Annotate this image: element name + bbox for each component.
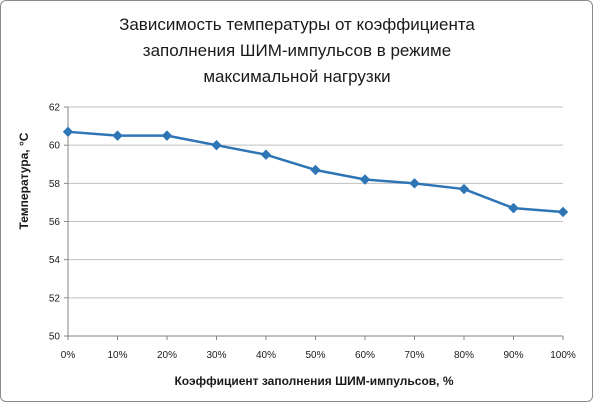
axes <box>64 106 564 340</box>
gridlines <box>68 106 563 299</box>
data-point-marker <box>458 183 470 195</box>
data-point-marker <box>409 178 420 189</box>
x-tick-label: 100% <box>550 350 576 361</box>
chart-title: Зависимость температуры от коэффициента … <box>119 15 475 86</box>
y-tick-label: 62 <box>49 103 61 114</box>
y-tick-label: 54 <box>49 255 61 266</box>
x-tick-label: 20% <box>157 350 177 361</box>
x-axis-title: Коэффициент заполнения ШИМ-импульсов, % <box>174 374 453 388</box>
x-tick-label: 50% <box>305 350 325 361</box>
x-tick-labels: 0% 10% 20% 30% 40% 50% 60% 70% 80% 90% 100% <box>61 350 576 361</box>
y-tick-label: 60 <box>49 141 61 152</box>
x-tick-label: 60% <box>355 350 375 361</box>
chart-title-line-3: максимальной нагрузки <box>203 67 390 86</box>
y-tick-label: 58 <box>49 179 61 190</box>
chart-title-line-2: заполнения ШИМ-импульсов в режиме <box>143 41 451 60</box>
series-group <box>62 126 569 218</box>
data-point-marker <box>359 174 371 185</box>
y-tick-label: 56 <box>49 217 61 228</box>
x-tick-label: 80% <box>454 350 474 361</box>
data-point-marker <box>508 202 519 214</box>
data-point-marker <box>557 206 569 218</box>
chart-title-line-1: Зависимость температуры от коэффициента <box>119 15 475 34</box>
x-tick-label: 40% <box>256 350 276 361</box>
x-tick-label: 0% <box>61 350 76 361</box>
y-tick-label: 50 <box>49 332 61 343</box>
y-tick-labels: 50 52 54 56 58 60 62 <box>49 103 61 343</box>
x-tick-label: 90% <box>503 350 523 361</box>
x-tick-label: 10% <box>107 350 127 361</box>
y-axis-title: Температура, °C <box>17 132 31 229</box>
data-point-marker <box>161 130 173 141</box>
y-tick-label: 52 <box>49 293 61 304</box>
x-tick-label: 30% <box>206 350 226 361</box>
data-point-marker <box>310 164 321 176</box>
x-tick-label: 70% <box>404 350 424 361</box>
data-point-marker <box>62 126 74 138</box>
data-point-marker <box>112 130 123 141</box>
data-point-marker <box>260 149 272 160</box>
data-point-marker <box>211 139 222 151</box>
